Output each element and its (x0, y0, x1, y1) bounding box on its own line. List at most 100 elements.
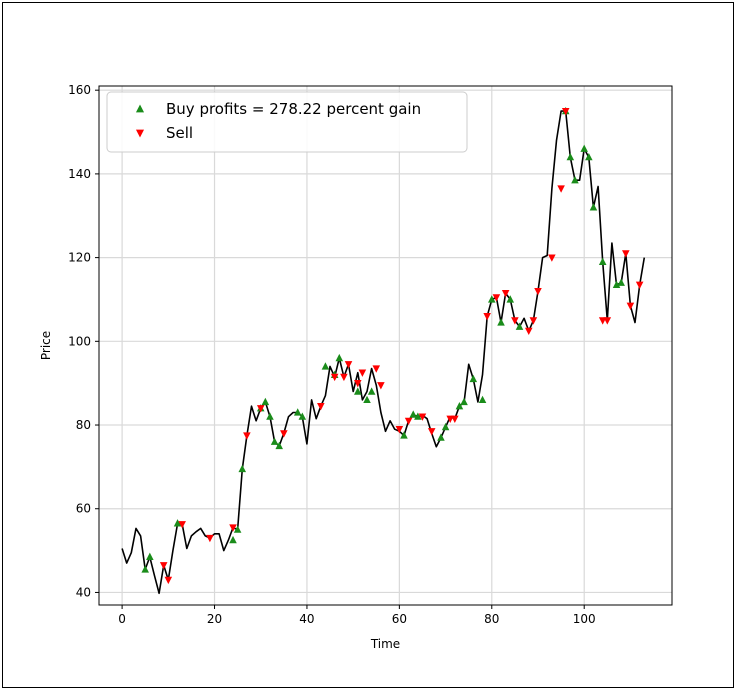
legend-sell-triangle (135, 129, 145, 138)
buy-marker (455, 401, 464, 410)
buy-marker (261, 397, 270, 406)
sell-marker (603, 317, 612, 325)
buy-marker (515, 322, 524, 330)
x-tick-label: 60 (392, 612, 407, 626)
sell-marker (511, 317, 519, 325)
sell-marker (358, 369, 367, 377)
sell-marker (164, 576, 173, 585)
buy-marker (409, 410, 418, 418)
y-axis-label: Price (39, 331, 53, 360)
sell-marker (395, 426, 404, 434)
tick-labels: 0 20 40 60 80 100 40 60 80 100 120 140 160 (68, 83, 596, 626)
sell-marker (206, 534, 214, 543)
buy-marker (270, 437, 279, 445)
y-tick-label: 80 (76, 418, 91, 432)
legend-buy-marker (135, 104, 145, 113)
buy-marker (141, 565, 149, 573)
sell-marker (330, 373, 339, 382)
sell-marker (492, 294, 501, 302)
x-tick-label: 0 (118, 612, 126, 626)
sell-marker (159, 562, 168, 570)
sell-marker (178, 521, 186, 529)
buy-marker (478, 395, 487, 404)
sell-marker (372, 365, 381, 373)
buy-marker (460, 397, 468, 406)
legend-sell-label: Sell (166, 124, 193, 142)
sell-marker (451, 415, 459, 423)
sell-marker (483, 313, 491, 321)
legend-box (106, 91, 468, 153)
y-tick-label: 160 (68, 83, 91, 97)
buy-marker (598, 257, 607, 265)
buy-marker (233, 525, 242, 533)
sell-marker (427, 428, 436, 436)
x-tick-label: 80 (484, 612, 499, 626)
sell-marker (635, 281, 644, 290)
buy-marker (367, 387, 376, 395)
sell-marker (534, 287, 542, 296)
sell-marker (548, 254, 556, 262)
x-axis-label: Time (370, 637, 400, 651)
sell-marker (229, 524, 237, 532)
buy-marker (589, 203, 598, 211)
sell-marker (501, 290, 510, 298)
buy-marker (571, 175, 579, 184)
buy-marker (353, 387, 362, 395)
buy-marker (146, 552, 154, 561)
x-tick-label: 40 (299, 612, 314, 626)
buy-marker (441, 422, 450, 431)
buy-marker (238, 464, 247, 473)
signal-markers (141, 106, 644, 585)
plot-area-border (98, 85, 673, 606)
sell-marker (344, 361, 353, 369)
buy-marker (266, 412, 274, 420)
y-tick-label: 60 (76, 502, 91, 516)
buy-marker (566, 152, 575, 161)
sell-marker (418, 413, 427, 421)
sell-marker (353, 380, 362, 388)
grid-lines (99, 86, 672, 605)
sell-marker (561, 107, 570, 116)
buy-marker (293, 408, 302, 416)
y-tick-label: 140 (68, 167, 91, 181)
buy-marker (617, 278, 625, 286)
buy-marker (580, 144, 588, 152)
sell-marker (340, 373, 348, 382)
sell-marker (529, 317, 538, 325)
price-line-layer (121, 110, 646, 595)
sell-marker (404, 417, 413, 426)
sell-marker (256, 405, 265, 413)
buy-marker (506, 295, 515, 303)
sell-marker (243, 432, 251, 440)
sell-marker (317, 403, 325, 411)
buy-marker (497, 318, 505, 326)
x-tick-label: 20 (207, 612, 222, 626)
y-tick-label: 100 (68, 334, 91, 348)
legend: Buy profits = 278.22 percent gain Sell (106, 91, 468, 153)
sell-marker (524, 327, 533, 336)
buy-marker (363, 395, 371, 404)
legend-buy-triangle (135, 104, 145, 113)
x-tick-label: 100 (573, 612, 596, 626)
sell-marker (377, 382, 385, 390)
buy-marker (275, 441, 283, 450)
sell-marker (557, 185, 565, 193)
sell-marker (622, 250, 630, 258)
buy-marker (585, 152, 593, 161)
price-line (121, 110, 646, 595)
legend-buy-label: Buy profits = 278.22 percent gain (166, 100, 421, 118)
legend-sell-marker (135, 129, 145, 138)
buy-marker (469, 374, 478, 383)
sell-marker (626, 302, 635, 310)
y-tick-label: 120 (68, 251, 91, 265)
y-tick-label: 40 (76, 585, 91, 599)
buy-marker (321, 362, 330, 370)
buy-marker (400, 431, 408, 439)
buy-marker (298, 412, 307, 420)
axes (95, 85, 673, 609)
buy-marker (437, 433, 445, 441)
buy-marker (612, 280, 621, 288)
buy-marker (488, 295, 496, 303)
buy-marker (335, 353, 344, 362)
